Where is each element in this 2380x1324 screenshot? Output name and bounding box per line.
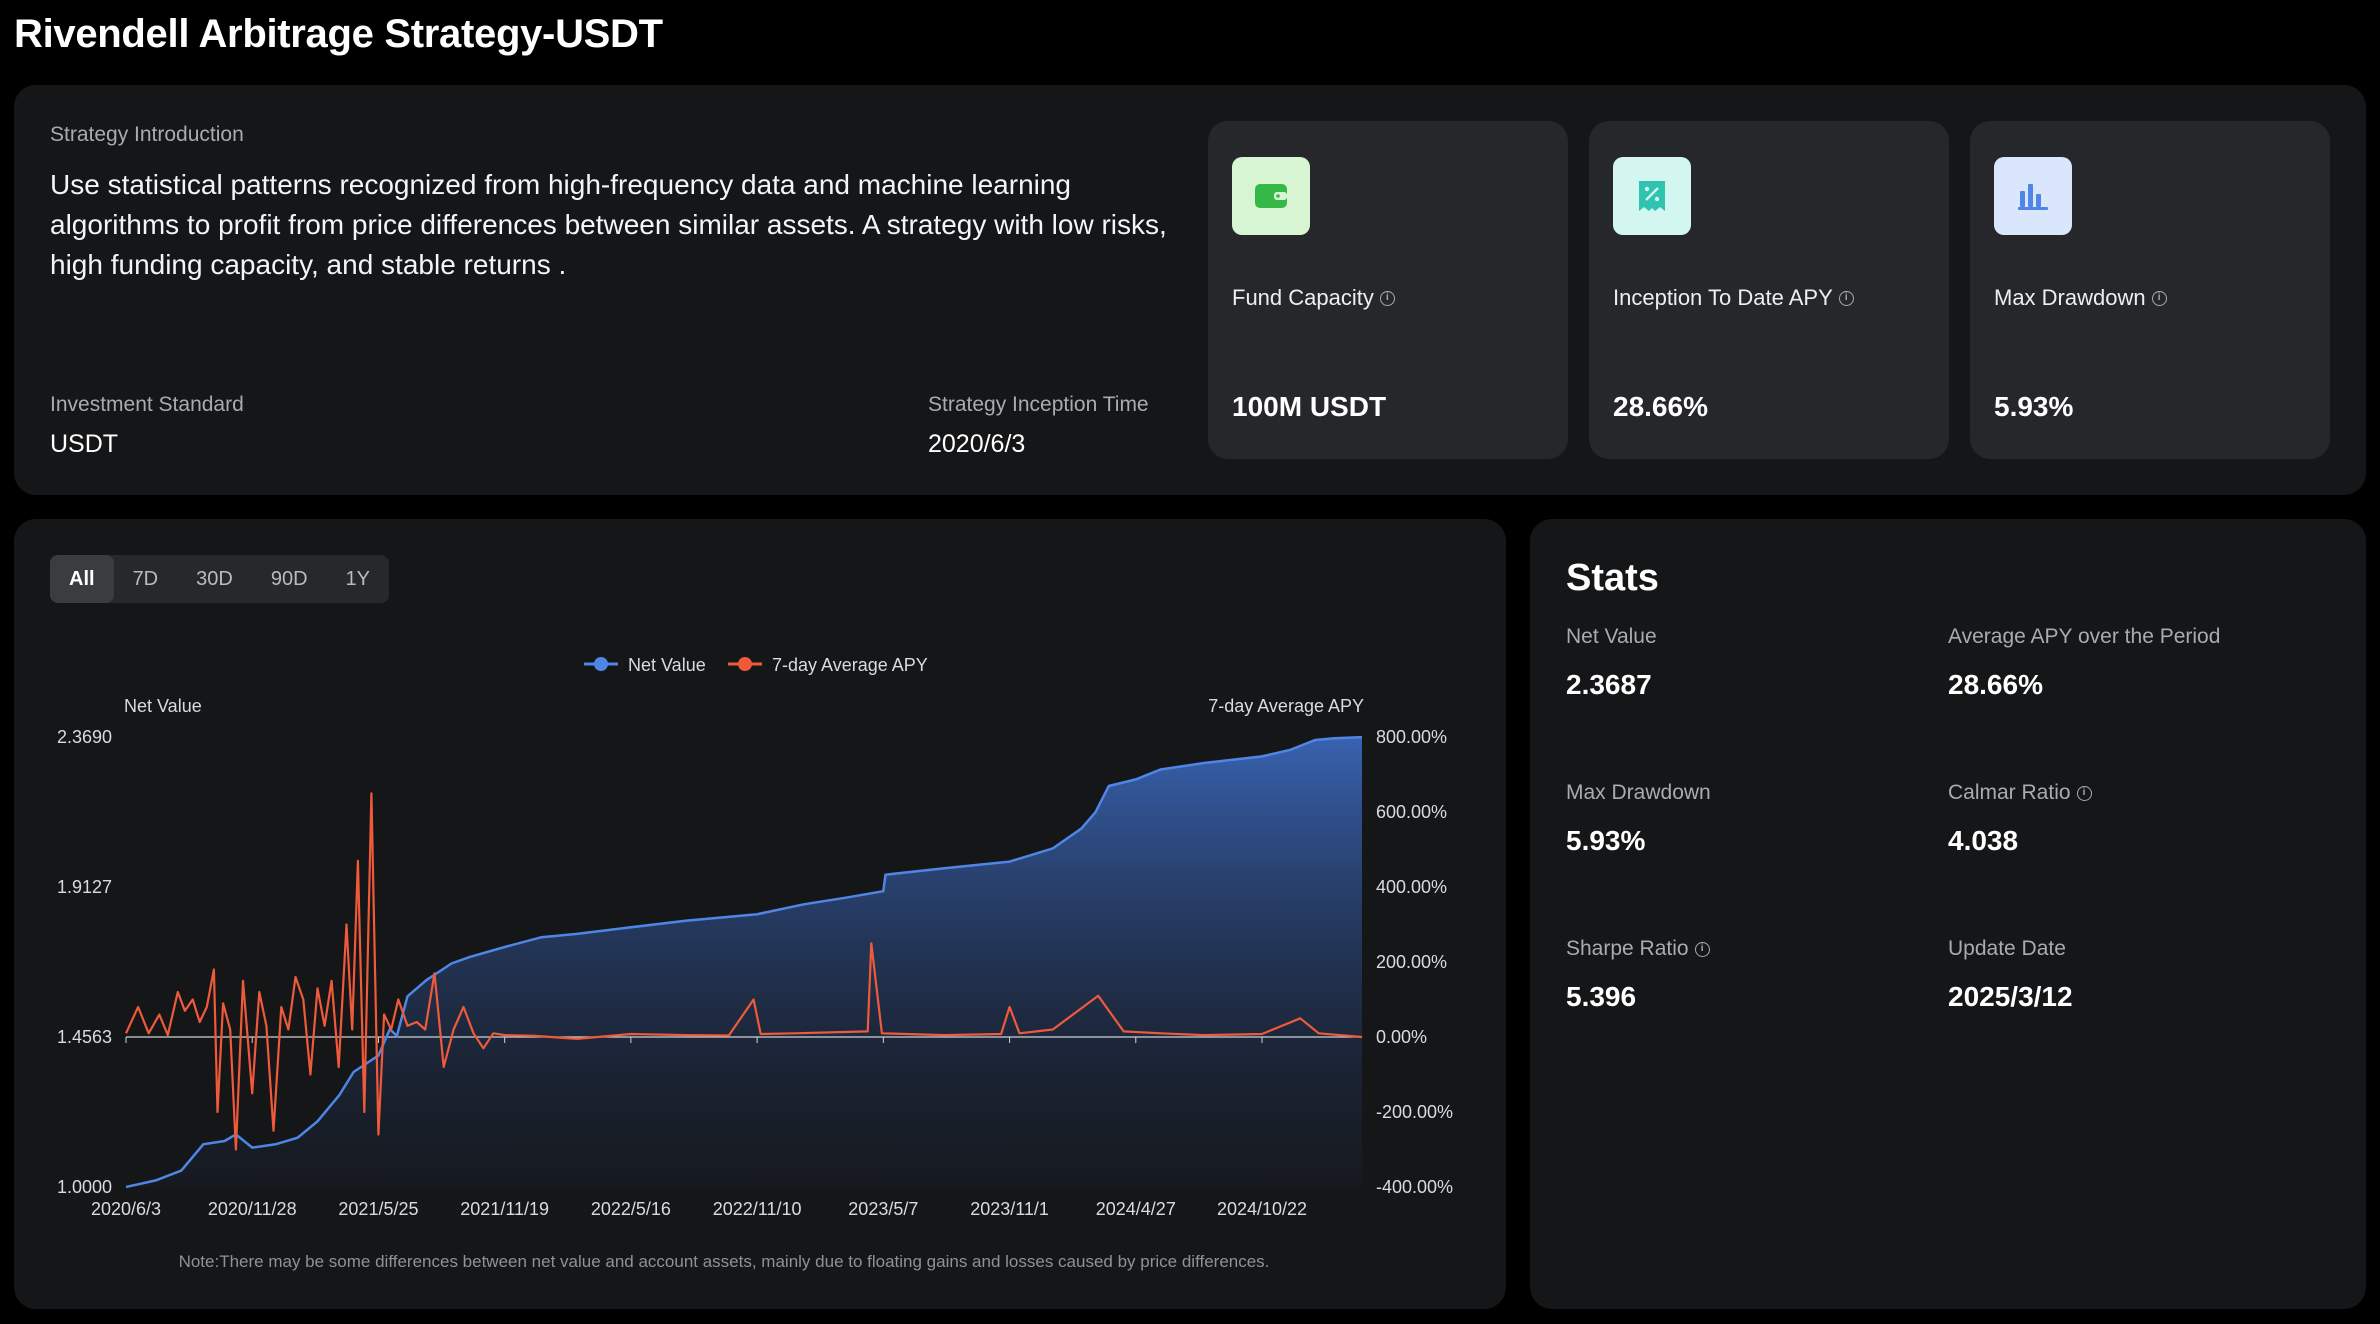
stat-update-date: Update Date 2025/3/12 [1948,937,2073,1013]
inception-apy-label-text: Inception To Date APY [1613,285,1833,310]
max-drawdown-label-text: Max Drawdown [1994,285,2146,310]
investment-standard-label: Investment Standard [50,393,244,416]
investment-standard: Investment Standard USDT [50,393,244,459]
investment-standard-value: USDT [50,430,119,458]
info-icon[interactable]: i [2151,290,2167,306]
x-tick-label: 2020/11/28 [208,1199,297,1219]
legend-net-value-marker [594,657,608,671]
strategy-inception-label: Strategy Inception Time [928,393,1149,416]
y-left-axis-title: Net Value [124,696,202,716]
x-tick-label: 2021/11/19 [460,1199,549,1219]
stat-label-text: Update Date [1948,937,2066,960]
y-right-tick-label: 600.00% [1376,802,1447,822]
apy-line [125,792,1363,1151]
max-drawdown-label: Max Drawdown i [1994,285,2167,311]
stat-label-text: Average APY over the Period [1948,625,2221,648]
legend-net-value-label: Net Value [628,655,706,675]
info-icon[interactable]: i [1379,290,1395,306]
y-right-tick-label: 800.00% [1376,727,1447,747]
wallet-icon [1232,157,1310,235]
info-icon[interactable]: i [2076,785,2092,801]
fund-capacity-value: 100M USDT [1232,391,1387,422]
net-value-area [126,737,1362,1187]
stat-net-value: Net Value 2.3687 [1566,625,1657,701]
stat-value: 2025/3/12 [1948,981,2073,1012]
y-right-tick-label: 400.00% [1376,877,1447,897]
net-value-apy-chart[interactable]: Net Value 7-day Average APY Net Value 7-day… [14,519,1506,1309]
stat-max-drawdown: Max Drawdown 5.93% [1566,781,1711,857]
y-right-tick-label: -400.00% [1376,1177,1453,1197]
stats-panel: Stats Net Value 2.3687 Average APY over … [1530,519,2366,1309]
fund-capacity-card: Fund Capacity i 100M USDT [1208,121,1568,459]
receipt-percent-icon [1613,157,1691,235]
inception-apy-card: Inception To Date APY i 28.66% [1589,121,1949,459]
x-tick-label: 2024/4/27 [1096,1199,1176,1219]
stat-value: 4.038 [1948,825,2019,856]
y-right-tick-label: 0.00% [1376,1027,1427,1047]
stat-label-text: Max Drawdown [1566,781,1711,804]
y-left-tick-label: 1.9127 [57,877,112,897]
x-tick-label: 2023/11/1 [970,1199,1049,1219]
tab-30d[interactable]: 30D [196,567,233,590]
x-tick-label: 2021/5/25 [338,1199,418,1219]
time-range-tabs: All 7D 30D 90D 1Y [50,555,390,603]
stat-label-text: Net Value [1566,625,1657,648]
x-tick-label: 2022/5/16 [591,1199,671,1219]
stat-label: Net Value [1566,625,1657,649]
page-title: Rivendell Arbitrage Strategy-USDT [14,12,663,56]
x-tick-label: 2020/6/3 [91,1199,161,1219]
stat-label-text: Calmar Ratio [1948,781,2071,804]
max-drawdown-card: Max Drawdown i 5.93% [1970,121,2330,459]
strategy-inception: Strategy Inception Time 2020/6/3 [928,393,1149,459]
stat-label: Average APY over the Period [1948,625,2220,649]
x-tick-label: 2023/5/7 [848,1199,918,1219]
strategy-intro-label: Strategy Introduction [50,123,244,146]
strategy-intro-panel: Strategy Introduction Use statistical pa… [14,85,2366,495]
stat-label: Max Drawdown [1566,781,1711,805]
y-right-tick-label: 200.00% [1376,952,1447,972]
tab-all[interactable]: All [50,555,114,603]
stat-average-apy: Average APY over the Period 28.66% [1948,625,2220,701]
net-value-chart-panel: All 7D 30D 90D 1Y Net Value 7-day Average… [14,519,1506,1309]
stat-label: Sharpe Ratio i [1566,937,1710,961]
inception-apy-label: Inception To Date APY i [1613,285,1854,311]
y-left-tick-label: 2.3690 [57,727,112,747]
strategy-intro-text: Use statistical patterns recognized from… [50,169,1167,280]
y-right-tick-label: -200.00% [1376,1102,1453,1122]
y-left-tick-label: 1.0000 [57,1177,112,1197]
bar-chart-icon [1994,157,2072,235]
stat-label: Calmar Ratio i [1948,781,2092,805]
tab-1y[interactable]: 1Y [345,567,371,590]
stat-value: 5.396 [1566,981,1637,1012]
stat-value: 5.93% [1566,825,1646,856]
stat-value: 2.3687 [1566,669,1652,700]
info-icon[interactable]: i [1838,290,1854,306]
strategy-inception-value: 2020/6/3 [928,430,1026,458]
info-icon[interactable]: i [1694,941,1710,957]
stat-value: 28.66% [1948,669,2043,700]
legend-apy-marker [738,657,752,671]
inception-apy-value: 28.66% [1613,391,1708,422]
fund-capacity-label-text: Fund Capacity [1232,285,1374,310]
stat-sharpe-ratio: Sharpe Ratio i 5.396 [1566,937,1710,1013]
stats-title: Stats [1566,557,1659,599]
stat-label: Update Date [1948,937,2073,961]
net-value-line [125,735,1363,1189]
legend-apy-label: 7-day Average APY [772,655,928,675]
max-drawdown-value: 5.93% [1994,391,2074,422]
y-left-tick-label: 1.4563 [57,1027,112,1047]
fund-capacity-label: Fund Capacity i [1232,285,1395,311]
chart-note: Note:There may be some differences betwe… [179,1252,1270,1271]
stat-label-text: Sharpe Ratio [1566,937,1689,960]
x-tick-label: 2024/10/22 [1217,1199,1307,1219]
tab-7d[interactable]: 7D [132,567,159,590]
x-tick-label: 2022/11/10 [713,1199,802,1219]
y-right-axis-title: 7-day Average APY [1208,696,1364,716]
stat-calmar-ratio: Calmar Ratio i 4.038 [1948,781,2092,857]
tab-90d[interactable]: 90D [270,567,308,590]
